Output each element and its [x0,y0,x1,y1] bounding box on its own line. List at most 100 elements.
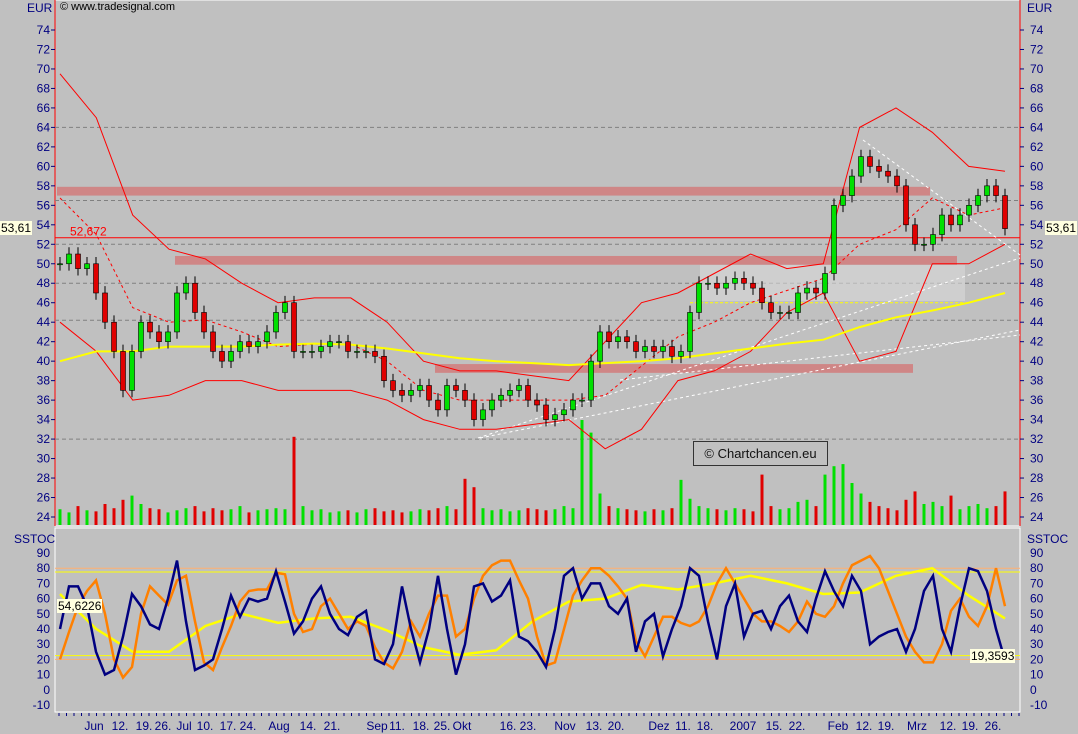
volume-bar [643,511,647,525]
candle-body [516,385,522,391]
volume-bar [769,506,773,525]
volume-bar [247,512,251,525]
price-tick-left: 70 [37,62,51,76]
volume-bar [418,509,422,525]
date-label: 10. [197,719,214,733]
candle-body [768,302,774,313]
source-credit: © www.tradesignal.com [60,1,176,13]
stoch-d-line [58,554,1007,680]
candle-body [678,351,684,357]
candle-body [129,351,135,391]
date-label: 18. [413,719,430,733]
volume-bar [670,508,674,525]
volume-bar [409,511,413,525]
candle-body [570,399,576,411]
price-tick-right: 50 [1030,257,1044,271]
volume-bar [571,508,575,525]
price-tick-right: 56 [1030,198,1044,212]
candle-body [759,287,765,304]
volume-bar [463,478,467,525]
date-label: 19. [878,719,895,733]
date-label: 12. [856,719,873,733]
stoch-tick-left: 10 [37,668,51,682]
trend-line [619,334,1021,381]
volume-bar [364,509,368,525]
volume-bar [508,511,512,525]
price-tick-right: 36 [1030,393,1044,407]
volume-bar [544,510,548,525]
price-tick-right: 48 [1030,276,1044,290]
candle-body [390,380,396,391]
candle-body [210,331,216,352]
volume-bar [787,508,791,525]
volume-bar [598,493,602,525]
volume-bar [697,506,701,525]
candle-body [966,205,972,216]
stoch-tick-right: 90 [1030,546,1044,560]
volume-bar [778,509,782,525]
price-tick-right: 38 [1030,374,1044,388]
candle-body [705,282,711,285]
price-tick-right: 46 [1030,296,1044,310]
candle-body [507,390,513,396]
candle-body [462,390,468,401]
volume-bar [355,512,359,525]
candle-body [201,312,207,333]
volume-bar [472,487,476,525]
volume-bar [661,510,665,525]
volume-bar [274,508,278,525]
price-tick-left: 50 [37,257,51,271]
stoch-tick-left: 80 [37,561,51,575]
trend-line [862,139,1021,256]
date-label: 14. [300,719,317,733]
candle-body [291,302,297,352]
candle-body [849,175,855,196]
date-label: 26. [985,719,1002,733]
date-label: Okt [453,719,472,733]
candle-body [912,224,918,245]
volume-bar [319,509,323,525]
stoch-tick-right: 60 [1030,592,1044,606]
trend-line [477,257,1021,439]
current-price-label-right: 53,61 [1045,221,1078,235]
price-tick-left: 30 [37,452,51,466]
candle-body [75,253,81,269]
volume-bar [85,510,89,525]
price-tick-left: 74 [37,23,51,37]
candle-body [165,331,171,342]
candle-body [714,282,720,289]
candle-body [264,331,270,342]
candle-body [732,278,738,284]
stoch-tick-right: 80 [1030,561,1044,575]
candle-body [471,399,477,420]
price-tick-left: 66 [37,101,51,115]
stoch-tick-left: 50 [37,607,51,621]
stoch-tick-left: 70 [37,576,51,590]
volume-bar [562,506,566,525]
candle-body [66,253,72,265]
price-tick-left: 60 [37,159,51,173]
date-label: Jun [84,719,103,733]
currency-label-right: EUR [1027,1,1053,15]
candle-body [363,351,369,353]
candle-body [309,351,315,353]
date-label: 13. [586,719,603,733]
volume-bar [724,510,728,525]
candle-body [984,185,990,196]
price-tick-left: 58 [37,179,51,193]
stoch-tick-right: -10 [1030,698,1048,712]
candle-body [372,351,378,357]
date-label: 11. [389,719,405,733]
candle-body [345,341,351,352]
price-tick-left: 24 [37,510,51,524]
candle-body [498,394,504,401]
candle-body [327,341,333,347]
candle-body [525,385,531,401]
volume-bar [814,506,818,525]
support-resistance-zone [435,364,913,373]
volume-bar [607,506,611,525]
volume-bar [328,512,332,525]
candle-body [921,243,927,246]
candle-body [336,341,342,343]
